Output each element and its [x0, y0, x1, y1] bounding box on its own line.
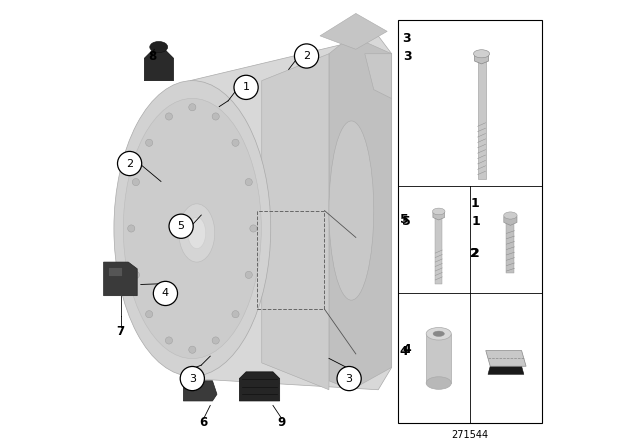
Circle shape — [165, 113, 173, 120]
Polygon shape — [145, 49, 173, 81]
FancyBboxPatch shape — [506, 221, 515, 273]
Text: 271544: 271544 — [451, 430, 489, 439]
Text: 2: 2 — [471, 246, 480, 260]
Circle shape — [165, 337, 173, 344]
Polygon shape — [488, 366, 524, 375]
Ellipse shape — [433, 331, 444, 336]
Ellipse shape — [163, 172, 222, 284]
Ellipse shape — [179, 204, 215, 262]
Ellipse shape — [426, 327, 451, 340]
Ellipse shape — [149, 147, 236, 310]
Circle shape — [245, 178, 252, 185]
Ellipse shape — [136, 122, 249, 335]
FancyBboxPatch shape — [435, 216, 442, 284]
Polygon shape — [475, 52, 488, 64]
Polygon shape — [320, 13, 387, 49]
Circle shape — [154, 281, 177, 306]
Circle shape — [250, 225, 257, 232]
Ellipse shape — [504, 212, 517, 219]
Polygon shape — [239, 372, 280, 401]
Polygon shape — [104, 262, 137, 296]
Text: 5: 5 — [400, 213, 408, 226]
Circle shape — [232, 139, 239, 146]
Text: 4: 4 — [162, 289, 169, 298]
Polygon shape — [329, 36, 392, 390]
Text: 3: 3 — [403, 49, 412, 63]
Ellipse shape — [150, 41, 168, 53]
Circle shape — [118, 151, 141, 176]
Text: 1: 1 — [243, 82, 250, 92]
Circle shape — [132, 178, 140, 185]
Ellipse shape — [188, 217, 206, 249]
FancyBboxPatch shape — [477, 60, 486, 179]
Text: 2: 2 — [470, 246, 479, 260]
Text: 6: 6 — [200, 415, 207, 429]
Circle shape — [189, 103, 196, 111]
Ellipse shape — [474, 50, 490, 58]
Polygon shape — [262, 54, 329, 390]
Text: 7: 7 — [116, 325, 125, 338]
Circle shape — [294, 44, 319, 68]
Circle shape — [232, 310, 239, 318]
Circle shape — [145, 139, 153, 146]
Text: 5: 5 — [178, 221, 184, 231]
Text: 2: 2 — [303, 51, 310, 61]
Circle shape — [212, 113, 220, 120]
Circle shape — [234, 75, 258, 99]
Text: 3: 3 — [346, 374, 353, 383]
Circle shape — [145, 310, 153, 318]
Circle shape — [245, 271, 252, 279]
Circle shape — [127, 225, 135, 232]
Ellipse shape — [426, 377, 451, 389]
FancyBboxPatch shape — [426, 334, 451, 383]
Polygon shape — [108, 267, 122, 276]
Circle shape — [212, 337, 220, 344]
Polygon shape — [184, 381, 217, 401]
Ellipse shape — [114, 81, 271, 376]
Polygon shape — [433, 210, 445, 220]
Circle shape — [189, 346, 196, 353]
Text: 2: 2 — [126, 159, 133, 168]
Circle shape — [337, 366, 361, 391]
Ellipse shape — [329, 121, 374, 300]
Text: 1: 1 — [471, 215, 480, 228]
Ellipse shape — [433, 208, 445, 215]
Circle shape — [132, 271, 140, 279]
Polygon shape — [365, 54, 392, 99]
Text: 4: 4 — [402, 343, 411, 356]
Ellipse shape — [194, 378, 203, 383]
Text: 3: 3 — [402, 31, 411, 45]
Polygon shape — [504, 214, 517, 225]
Text: 5: 5 — [402, 215, 411, 228]
FancyBboxPatch shape — [398, 20, 541, 423]
Text: 1: 1 — [470, 197, 479, 211]
Circle shape — [180, 366, 204, 391]
Text: 8: 8 — [148, 49, 156, 63]
Ellipse shape — [124, 99, 261, 358]
Text: 4: 4 — [400, 345, 408, 358]
Polygon shape — [190, 36, 392, 390]
Text: 9: 9 — [278, 415, 286, 429]
Circle shape — [169, 214, 193, 238]
Polygon shape — [486, 351, 526, 366]
Text: 3: 3 — [189, 374, 196, 383]
